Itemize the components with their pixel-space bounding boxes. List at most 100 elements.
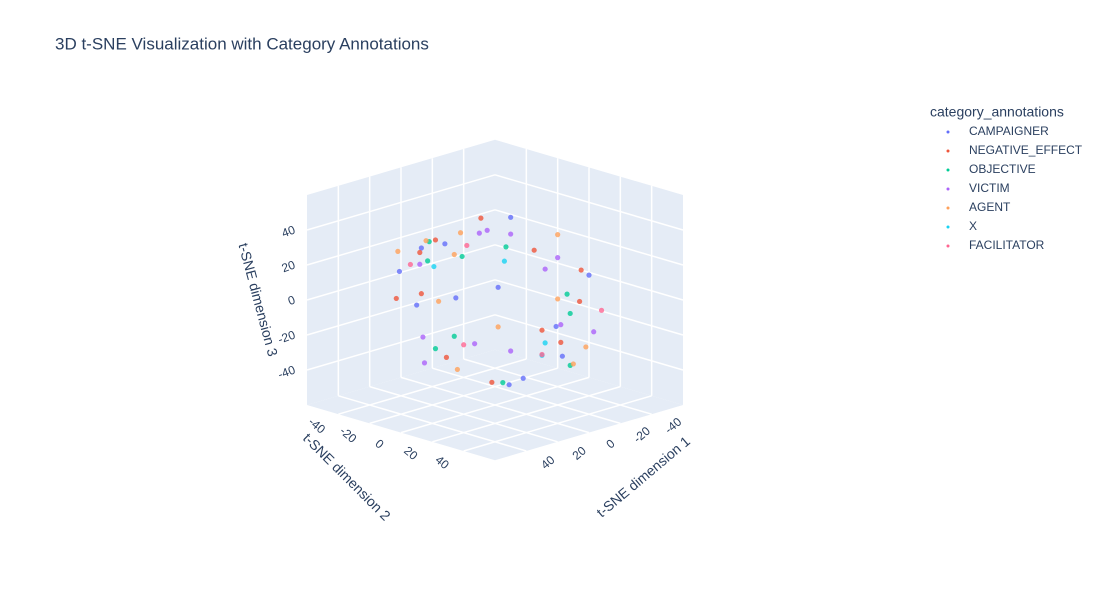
point	[478, 215, 484, 221]
grid-line	[306, 279, 496, 336]
point	[578, 267, 584, 273]
point	[508, 231, 514, 237]
point	[555, 255, 561, 261]
point	[558, 322, 564, 328]
x-tick-label: 20	[570, 443, 589, 463]
point	[425, 258, 431, 264]
point	[431, 263, 437, 270]
chart-title: 3D t-SNE Visualization with Category Ann…	[55, 34, 429, 53]
point	[395, 248, 401, 254]
point	[417, 249, 423, 256]
y-tick-label: 40	[433, 453, 452, 473]
legend-label: NEGATIVE_EFFECT	[969, 143, 1083, 157]
point	[457, 230, 464, 236]
point	[461, 342, 467, 348]
point	[500, 380, 506, 386]
point	[423, 238, 429, 244]
grid-line	[494, 174, 684, 231]
legend-marker	[946, 168, 950, 172]
point	[407, 261, 413, 268]
point	[508, 214, 514, 220]
z-tick-label: 40	[280, 223, 298, 241]
point	[495, 324, 501, 330]
point	[420, 334, 426, 340]
grid-line	[338, 358, 527, 415]
legend-marker	[946, 149, 950, 153]
legend-label: X	[969, 219, 977, 233]
point	[472, 341, 478, 347]
point	[570, 361, 576, 367]
x-tick-label: 40	[538, 453, 557, 473]
point	[542, 340, 548, 346]
point	[432, 237, 439, 243]
legend-marker	[946, 187, 950, 191]
point	[421, 360, 428, 366]
point	[453, 295, 459, 301]
grid-line	[463, 395, 652, 452]
point	[567, 310, 573, 317]
point	[553, 323, 559, 330]
y-tick-label: 20	[401, 444, 420, 464]
point	[418, 291, 424, 297]
grid-line	[306, 209, 496, 266]
point	[558, 339, 564, 345]
point	[542, 266, 548, 272]
point	[495, 284, 501, 290]
point	[489, 379, 495, 385]
point	[586, 272, 592, 278]
legend-label: CAMPAIGNER	[969, 124, 1049, 138]
point	[393, 295, 399, 302]
z-axis-title: t-SNE dimension 3	[235, 241, 281, 358]
point	[531, 247, 537, 253]
point	[464, 242, 470, 249]
legend-marker	[946, 225, 950, 229]
legend-marker	[946, 130, 950, 134]
grid-line	[369, 367, 558, 425]
point	[577, 298, 583, 305]
point	[591, 329, 597, 335]
point	[443, 354, 450, 360]
point	[459, 253, 465, 260]
z-tick-label: 20	[280, 258, 298, 276]
point	[598, 307, 605, 313]
point	[436, 298, 442, 304]
point	[508, 348, 514, 354]
point	[555, 296, 561, 302]
point	[484, 227, 490, 233]
point	[451, 251, 457, 258]
point	[555, 232, 561, 238]
legend-title: category_annotations	[930, 104, 1064, 120]
legend-marker	[946, 244, 950, 248]
point	[454, 366, 460, 373]
point	[414, 302, 420, 308]
legend-label: OBJECTIVE	[969, 162, 1036, 176]
z-tick-label: -20	[276, 328, 297, 347]
grid-line	[306, 314, 496, 371]
x-tick-label: 0	[603, 436, 617, 451]
y-tick-label: -20	[337, 424, 360, 446]
y-tick-label: 0	[372, 436, 386, 451]
point	[417, 261, 423, 267]
legend-label: FACILITATOR	[969, 238, 1045, 252]
grid-line	[306, 174, 496, 231]
grid-line	[494, 279, 684, 336]
point	[442, 241, 448, 247]
legend-label: AGENT	[969, 200, 1011, 214]
point	[506, 382, 512, 388]
point	[418, 245, 424, 251]
point	[539, 351, 545, 358]
point	[539, 327, 545, 333]
point	[559, 353, 565, 359]
point	[476, 230, 482, 236]
point	[396, 268, 403, 275]
z-tick-label: -40	[276, 363, 297, 382]
point	[583, 344, 589, 350]
point	[520, 375, 526, 381]
point	[564, 291, 570, 297]
z-tick-label: 0	[286, 293, 297, 309]
point	[432, 346, 439, 352]
grid-line	[494, 314, 684, 371]
legend-label: VICTIM	[969, 181, 1010, 195]
x-tick-label: -20	[631, 424, 654, 446]
